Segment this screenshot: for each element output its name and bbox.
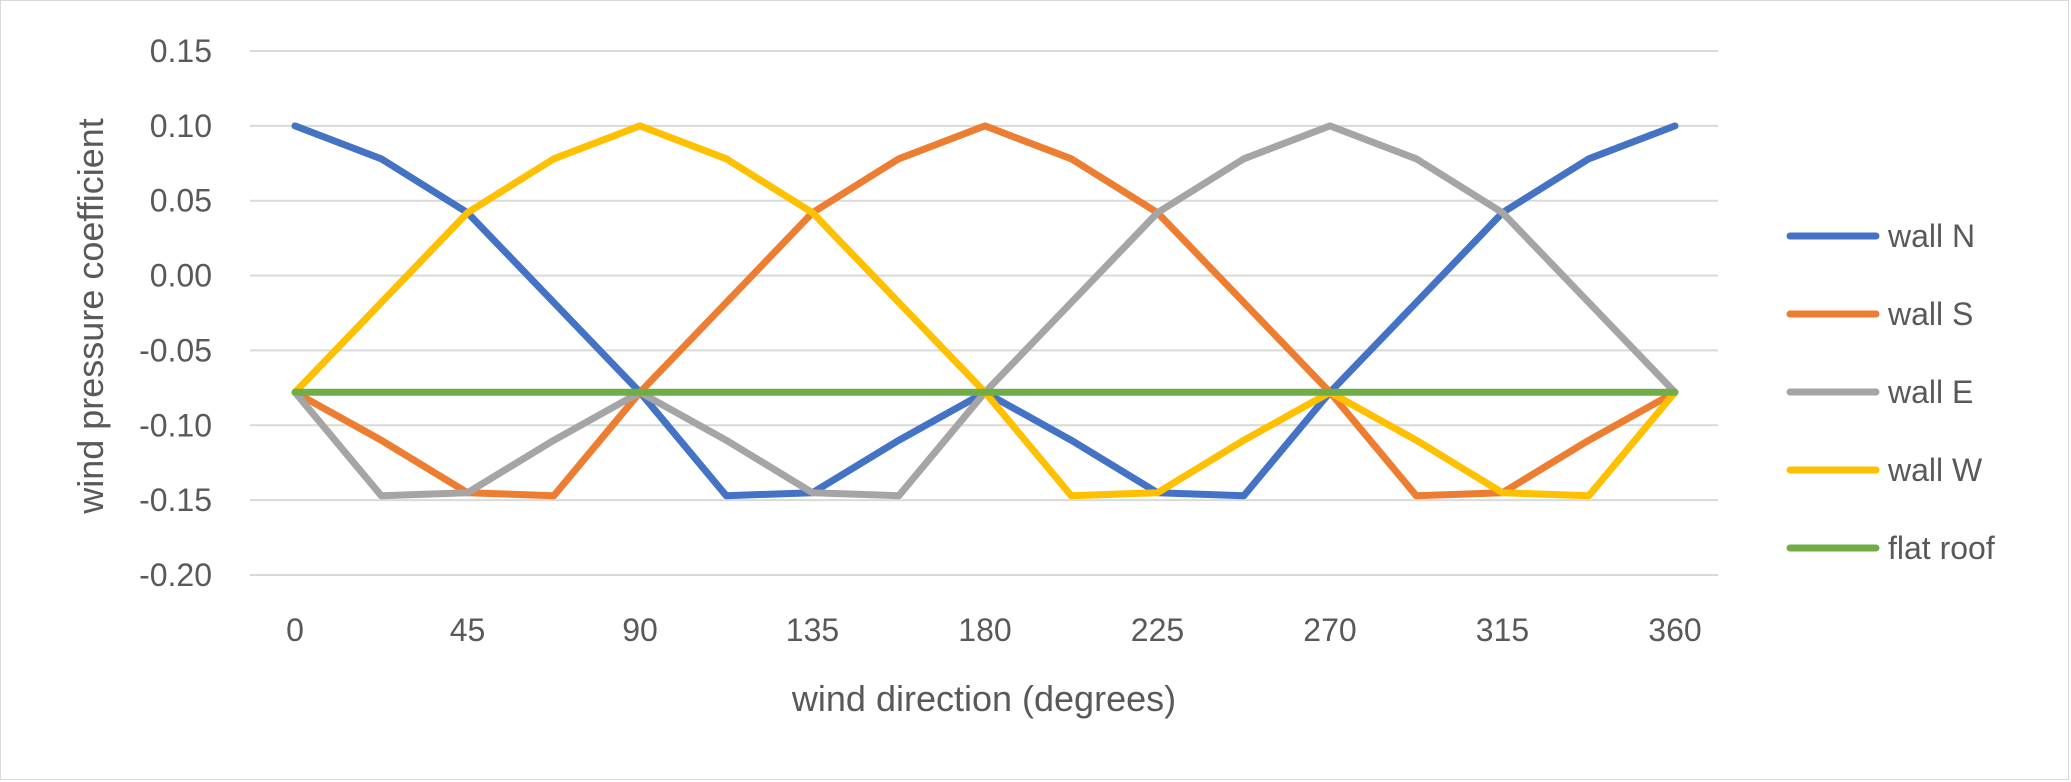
y-tick-label: 0.00 — [150, 258, 212, 294]
x-tick-label: 225 — [1131, 612, 1184, 648]
legend-label-wall-E: wall E — [1887, 374, 1973, 410]
legend-label-wall-S: wall S — [1887, 296, 1973, 332]
legend-label-wall-N: wall N — [1887, 218, 1975, 254]
series-line-wall-S — [291, 122, 1679, 500]
x-tick-label: 0 — [286, 612, 304, 648]
x-tick-label: 45 — [450, 612, 486, 648]
y-axis-title: wind pressure coefficient — [70, 118, 111, 515]
y-tick-label: 0.05 — [150, 183, 212, 219]
x-tick-label: 270 — [1303, 612, 1356, 648]
y-tick-label: -0.15 — [139, 482, 212, 518]
series-line-wall-N — [291, 122, 1679, 500]
x-tick-label: 315 — [1476, 612, 1529, 648]
legend-label-wall-W: wall W — [1887, 452, 1983, 488]
y-tick-label: 0.15 — [150, 33, 212, 69]
x-axis-tick-labels: 0 45 90 135 180 225 270 315 360 — [286, 612, 1702, 648]
y-tick-label: -0.05 — [139, 332, 212, 368]
x-tick-label: 360 — [1648, 612, 1701, 648]
y-tick-label: 0.10 — [150, 108, 212, 144]
gridlines — [250, 50, 1718, 576]
y-tick-label: -0.20 — [139, 557, 212, 593]
x-axis-title: wind direction (degrees) — [791, 678, 1176, 719]
series-line-wall-E — [291, 122, 1679, 500]
legend-label-flat-roof: flat roof — [1888, 530, 1995, 566]
y-tick-label: -0.10 — [139, 407, 212, 443]
x-tick-label: 180 — [958, 612, 1011, 648]
x-tick-label: 135 — [786, 612, 839, 648]
series-lines — [291, 122, 1679, 500]
x-tick-label: 90 — [622, 612, 658, 648]
legend: wall N wall S wall E wall W flat roof — [1786, 218, 1995, 566]
y-axis-tick-labels: 0.15 0.10 0.05 0.00 -0.05 -0.10 -0.15 -0.20 — [139, 33, 212, 593]
series-line-wall-W — [291, 122, 1679, 500]
